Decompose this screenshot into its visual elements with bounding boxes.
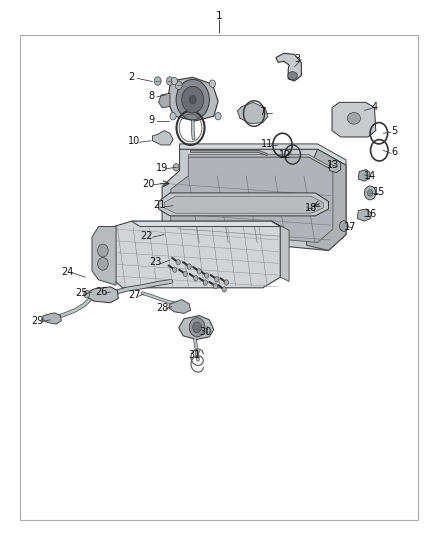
Circle shape bbox=[215, 112, 221, 120]
Polygon shape bbox=[357, 209, 371, 221]
Text: 21: 21 bbox=[154, 200, 166, 210]
Circle shape bbox=[222, 287, 226, 292]
Circle shape bbox=[215, 277, 219, 282]
Circle shape bbox=[84, 290, 90, 298]
Text: 27: 27 bbox=[128, 290, 141, 300]
Text: 4: 4 bbox=[371, 102, 378, 111]
Polygon shape bbox=[169, 300, 191, 313]
Circle shape bbox=[166, 77, 173, 85]
Text: 1: 1 bbox=[215, 11, 223, 21]
Text: 23: 23 bbox=[149, 257, 162, 267]
Text: 12: 12 bbox=[279, 150, 291, 159]
Polygon shape bbox=[114, 221, 280, 288]
Circle shape bbox=[189, 318, 205, 337]
Circle shape bbox=[187, 264, 191, 269]
Polygon shape bbox=[164, 196, 323, 213]
Ellipse shape bbox=[288, 72, 297, 80]
Polygon shape bbox=[332, 102, 376, 137]
Text: 19: 19 bbox=[156, 163, 168, 173]
Polygon shape bbox=[358, 169, 370, 181]
Polygon shape bbox=[191, 150, 267, 156]
Circle shape bbox=[171, 77, 177, 85]
Polygon shape bbox=[276, 53, 301, 81]
Circle shape bbox=[339, 221, 348, 231]
Polygon shape bbox=[159, 93, 170, 108]
Text: 29: 29 bbox=[31, 316, 43, 326]
Text: 11: 11 bbox=[261, 139, 273, 149]
Circle shape bbox=[170, 112, 176, 120]
Text: 20: 20 bbox=[143, 179, 155, 189]
Circle shape bbox=[182, 86, 204, 113]
Polygon shape bbox=[171, 157, 333, 243]
Polygon shape bbox=[162, 149, 346, 251]
Text: 16: 16 bbox=[365, 209, 378, 219]
Text: 9: 9 bbox=[148, 115, 154, 125]
Text: 22: 22 bbox=[141, 231, 153, 240]
Text: 25: 25 bbox=[75, 288, 87, 298]
Circle shape bbox=[213, 284, 218, 289]
Polygon shape bbox=[272, 221, 289, 281]
Circle shape bbox=[364, 186, 376, 200]
Text: 7: 7 bbox=[260, 107, 266, 117]
Polygon shape bbox=[179, 316, 214, 340]
Text: 10: 10 bbox=[127, 136, 140, 146]
Polygon shape bbox=[88, 287, 118, 303]
Text: 8: 8 bbox=[148, 91, 154, 101]
Polygon shape bbox=[43, 313, 61, 324]
Circle shape bbox=[209, 80, 215, 87]
Circle shape bbox=[183, 271, 187, 277]
Polygon shape bbox=[307, 149, 346, 251]
Circle shape bbox=[194, 276, 198, 281]
Circle shape bbox=[98, 244, 108, 257]
Circle shape bbox=[197, 269, 201, 274]
Text: 13: 13 bbox=[327, 160, 339, 170]
Text: 3: 3 bbox=[295, 54, 301, 63]
Text: 15: 15 bbox=[373, 187, 385, 197]
Circle shape bbox=[173, 164, 179, 171]
Polygon shape bbox=[131, 221, 280, 227]
Circle shape bbox=[176, 79, 209, 120]
Text: 6: 6 bbox=[391, 147, 397, 157]
Circle shape bbox=[175, 81, 182, 90]
Text: 17: 17 bbox=[344, 222, 357, 231]
Polygon shape bbox=[180, 144, 346, 165]
Circle shape bbox=[98, 257, 108, 270]
Polygon shape bbox=[92, 227, 116, 285]
Text: 2: 2 bbox=[128, 72, 134, 82]
Circle shape bbox=[203, 280, 208, 285]
Circle shape bbox=[224, 280, 229, 285]
Text: 18: 18 bbox=[305, 203, 317, 213]
Polygon shape bbox=[159, 193, 328, 216]
Polygon shape bbox=[167, 77, 218, 121]
Text: 26: 26 bbox=[95, 287, 108, 297]
Polygon shape bbox=[188, 155, 333, 171]
Text: 24: 24 bbox=[62, 267, 74, 277]
Circle shape bbox=[176, 260, 180, 265]
Text: 5: 5 bbox=[391, 126, 397, 135]
Text: 31: 31 bbox=[189, 350, 201, 360]
Circle shape bbox=[189, 95, 196, 104]
Text: 14: 14 bbox=[364, 171, 376, 181]
Text: 30: 30 bbox=[199, 327, 211, 336]
Circle shape bbox=[193, 322, 201, 333]
Circle shape bbox=[367, 190, 373, 196]
Ellipse shape bbox=[347, 112, 360, 124]
Circle shape bbox=[154, 77, 161, 85]
Polygon shape bbox=[152, 131, 173, 145]
Polygon shape bbox=[329, 160, 341, 173]
Polygon shape bbox=[237, 102, 268, 124]
Circle shape bbox=[205, 273, 209, 278]
Circle shape bbox=[173, 267, 177, 272]
Text: 28: 28 bbox=[156, 303, 168, 313]
